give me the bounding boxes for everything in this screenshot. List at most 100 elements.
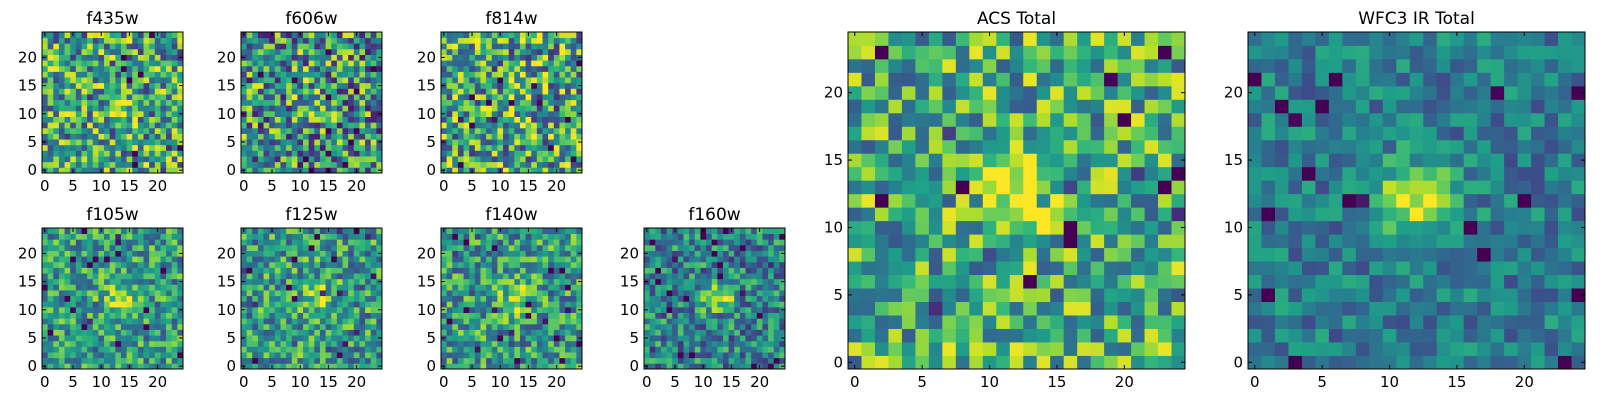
pixel — [441, 244, 448, 251]
pixel — [559, 352, 566, 359]
pixel — [370, 48, 377, 55]
pixel — [700, 278, 707, 285]
pixel — [734, 284, 741, 291]
pixel — [365, 144, 372, 151]
pixel — [126, 82, 133, 89]
pixel — [553, 340, 560, 347]
pixel — [559, 60, 566, 67]
pixel — [452, 290, 459, 297]
pixel — [491, 301, 498, 308]
pixel — [531, 340, 538, 347]
pixel — [104, 273, 111, 280]
pixel — [314, 105, 321, 112]
pixel — [553, 233, 560, 240]
pixel — [64, 357, 71, 364]
pixel — [342, 94, 349, 101]
pixel — [660, 267, 667, 274]
pixel — [996, 180, 1011, 195]
pixel — [474, 233, 481, 240]
pixel — [359, 239, 366, 246]
pixel — [1131, 355, 1145, 370]
pixel — [348, 295, 355, 302]
pixel — [861, 342, 876, 356]
pixel — [463, 357, 470, 364]
pixel — [565, 295, 572, 302]
pixel — [915, 166, 930, 181]
pixel — [370, 284, 377, 291]
pixel — [269, 357, 276, 364]
pixel — [497, 323, 504, 330]
pixel — [694, 301, 701, 308]
pixel — [115, 43, 122, 50]
pixel — [64, 284, 71, 291]
pixel — [314, 71, 321, 78]
pixel — [75, 65, 82, 72]
pixel — [955, 220, 970, 235]
pixel — [98, 323, 105, 330]
x-tick-label: 0 — [439, 177, 449, 195]
pixel — [359, 139, 366, 146]
pixel — [1104, 247, 1118, 262]
pixel — [241, 301, 248, 308]
pixel — [756, 295, 763, 302]
pixel — [559, 32, 566, 39]
pixel — [87, 233, 94, 240]
pixel — [297, 60, 304, 67]
pixel — [104, 318, 111, 325]
pixel — [525, 144, 532, 151]
pixel — [171, 150, 178, 157]
pixel — [525, 150, 532, 157]
pixel — [1077, 274, 1092, 289]
pixel — [166, 267, 173, 274]
pixel — [861, 288, 876, 302]
pixel — [700, 340, 707, 347]
pixel — [683, 340, 690, 347]
pixel — [286, 256, 293, 263]
pixel — [87, 161, 94, 168]
pixel — [342, 161, 349, 168]
pixel — [132, 357, 139, 364]
pixel — [154, 323, 161, 330]
pixel — [291, 116, 298, 123]
pixel — [683, 228, 690, 235]
pixel — [734, 346, 741, 353]
pixel — [47, 94, 54, 101]
pixel — [177, 127, 184, 134]
pixel — [319, 133, 326, 140]
pixel — [319, 267, 326, 274]
pixel — [1036, 220, 1051, 235]
pixel — [143, 335, 150, 342]
pixel — [241, 346, 248, 353]
pixel — [576, 60, 583, 67]
pixel — [132, 144, 139, 151]
pixel — [291, 150, 298, 157]
pixel — [303, 278, 310, 285]
pixel — [263, 295, 270, 302]
pixel — [104, 156, 111, 163]
pixel — [576, 295, 583, 302]
pixel — [154, 77, 161, 84]
pixel — [370, 139, 377, 146]
pixel — [666, 352, 673, 359]
pixel — [274, 267, 281, 274]
pixel — [474, 363, 481, 370]
pixel — [969, 315, 984, 329]
pixel — [565, 318, 572, 325]
pixel — [1144, 342, 1159, 356]
pixel — [503, 346, 510, 353]
pixel — [1036, 193, 1051, 208]
pixel — [149, 71, 156, 78]
pixel — [252, 94, 259, 101]
pixel — [308, 139, 315, 146]
pixel — [525, 122, 532, 129]
pixel — [734, 335, 741, 342]
pixel — [491, 312, 498, 319]
pixel — [446, 267, 453, 274]
pixel — [303, 71, 310, 78]
pixel — [711, 306, 718, 313]
pixel — [70, 318, 77, 325]
pixel — [92, 256, 99, 263]
pixel — [291, 357, 298, 364]
pixel — [722, 363, 729, 370]
